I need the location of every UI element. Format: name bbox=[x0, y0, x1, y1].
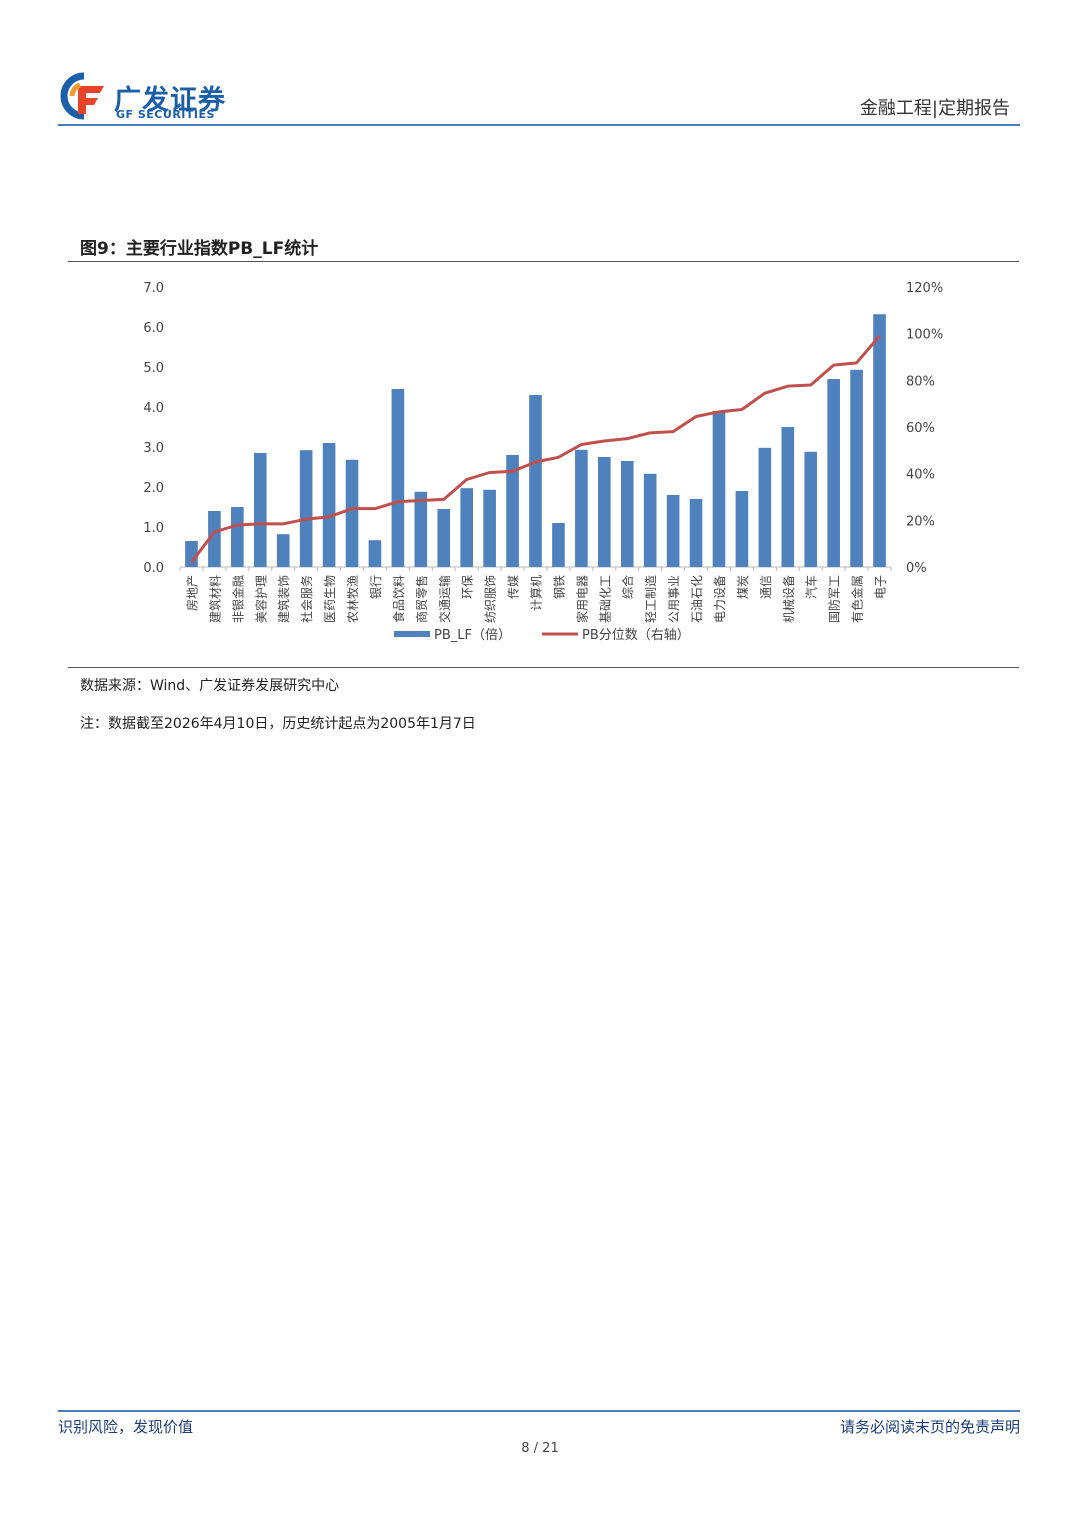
x-category-label: 家用电器 bbox=[574, 575, 589, 623]
x-category-label: 医药生物 bbox=[323, 575, 337, 623]
x-category-label: 建筑材料 bbox=[207, 575, 222, 623]
y-left-tick-label: 7.0 bbox=[143, 281, 164, 296]
pb-percentile-line bbox=[190, 335, 881, 564]
pb-chart: 0.0 1.0 2.0 3.0 4.0 5.0 6.0 7.0 0% 20% 40% 60% 80% 10… bbox=[143, 281, 943, 643]
pb-bar bbox=[804, 451, 818, 567]
logo-chinese-text: 广发证券 bbox=[114, 85, 226, 116]
x-category-label: 社会服务 bbox=[299, 575, 314, 623]
pb-bar bbox=[575, 449, 588, 567]
pb-bar bbox=[185, 541, 198, 567]
legend-bar-label: PB_LF（倍） bbox=[434, 628, 511, 643]
data-source: 数据来源：Wind、广发证券发展研究中心 bbox=[80, 678, 340, 694]
footer-divider bbox=[58, 1410, 1020, 1412]
pb-bar bbox=[414, 491, 428, 567]
pb-bar bbox=[689, 499, 703, 567]
footer-disclaimer: 请务必阅读末页的免责声明 bbox=[839, 1418, 1020, 1436]
pb-bar bbox=[460, 488, 474, 567]
x-category-label: 煤炭 bbox=[736, 575, 750, 599]
pb-bar bbox=[643, 473, 657, 567]
pb-bar bbox=[552, 523, 565, 567]
gf-securities-logo: 广发证券 GF SECURITIES bbox=[58, 72, 298, 126]
x-category-label: 轻工制造 bbox=[644, 575, 658, 623]
pb-bar bbox=[666, 495, 680, 567]
x-category-label: 商贸零售 bbox=[414, 575, 429, 623]
x-category-label: 有色金属 bbox=[850, 575, 865, 623]
x-category-label: 非银金融 bbox=[230, 575, 245, 623]
y-right-tick-label: 120% bbox=[906, 281, 943, 296]
figure-top-rule bbox=[68, 261, 1019, 262]
pb-bar bbox=[299, 450, 313, 567]
pb-bar bbox=[712, 411, 726, 567]
y-right-tick-label: 80% bbox=[906, 374, 935, 389]
figure-title: 图9：主要行业指数PB_LF统计 bbox=[80, 239, 319, 259]
pb-bar bbox=[437, 509, 451, 567]
x-category-label: 计算机 bbox=[529, 575, 544, 611]
document-type: 金融工程|定期报告 bbox=[859, 98, 1010, 119]
pb-bar bbox=[253, 453, 267, 567]
pb-bar bbox=[873, 314, 886, 567]
pb-bar bbox=[529, 395, 542, 567]
x-category-label: 食品饮料 bbox=[391, 575, 406, 623]
x-category-label: 汽车 bbox=[804, 575, 819, 599]
pb-bar bbox=[597, 457, 611, 567]
x-category-label: 纺织服饰 bbox=[484, 575, 498, 623]
pb-bar bbox=[345, 459, 359, 567]
x-category-label: 国防军工 bbox=[827, 575, 842, 623]
x-category-label: 美容护理 bbox=[253, 575, 268, 623]
x-category-label: 综合 bbox=[620, 575, 635, 599]
pb-bar bbox=[322, 443, 336, 567]
logo-english-text: GF SECURITIES bbox=[116, 108, 215, 121]
pb-bar bbox=[483, 489, 496, 567]
page-number: 8 / 21 bbox=[521, 1441, 559, 1456]
y-left-tick-label: 6.0 bbox=[143, 321, 164, 336]
pb-bar bbox=[850, 369, 863, 567]
y-left-tick-label: 5.0 bbox=[143, 361, 164, 376]
x-category-label: 农林牧渔 bbox=[346, 575, 360, 623]
x-category-label: 电力设备 bbox=[713, 575, 727, 623]
y-left-tick-label: 1.0 bbox=[143, 521, 164, 536]
x-category-label: 房地产 bbox=[184, 575, 199, 611]
y-right-tick-label: 20% bbox=[906, 514, 935, 529]
y-left-tick-label: 3.0 bbox=[143, 441, 164, 456]
pb-bar bbox=[276, 534, 290, 567]
x-category-label: 钢铁 bbox=[552, 575, 566, 599]
x-category-label: 建筑装饰 bbox=[276, 575, 291, 623]
pb-bar bbox=[208, 511, 221, 567]
pb-bar bbox=[506, 455, 519, 567]
y-left-tick-label: 0.0 bbox=[143, 561, 164, 576]
y-left-tick-label: 4.0 bbox=[143, 401, 164, 416]
pb-bar bbox=[758, 447, 772, 567]
y-right-tick-label: 0% bbox=[906, 561, 927, 576]
y-left-tick-label: 2.0 bbox=[143, 481, 164, 496]
data-note: 注：数据截至2026年4月10日，历史统计起点为2005年1月7日 bbox=[80, 716, 476, 732]
x-category-label: 公用事业 bbox=[667, 575, 681, 623]
pb-bar bbox=[827, 379, 840, 567]
footer-slogan: 识别风险，发现价值 bbox=[58, 1418, 194, 1436]
pb-bar bbox=[368, 540, 382, 567]
pb-bar bbox=[391, 389, 405, 567]
x-category-label: 机械设备 bbox=[781, 575, 796, 623]
pb-bar bbox=[231, 507, 244, 567]
page-header: 广发证券 GF SECURITIES 金融工程|定期报告 bbox=[58, 72, 1020, 126]
x-category-label: 环保 bbox=[461, 575, 475, 599]
figure-bottom-rule bbox=[68, 667, 1019, 668]
x-category-label: 基础化工 bbox=[598, 575, 612, 623]
y-right-tick-label: 100% bbox=[906, 328, 943, 343]
x-category-label: 通信 bbox=[759, 575, 773, 599]
x-category-label: 电子 bbox=[874, 575, 888, 599]
legend-line-label: PB分位数（右轴） bbox=[582, 628, 690, 643]
pb-bar bbox=[620, 461, 634, 567]
pb-bar bbox=[735, 491, 749, 567]
legend-bar-swatch bbox=[394, 631, 430, 637]
x-category-label: 交通运输 bbox=[437, 575, 452, 623]
pb-bar bbox=[781, 427, 795, 567]
x-category-label: 银行 bbox=[369, 575, 383, 599]
header-divider bbox=[58, 124, 1020, 126]
y-right-tick-label: 60% bbox=[906, 421, 935, 436]
x-category-label: 石油石化 bbox=[690, 575, 704, 623]
x-category-label: 传媒 bbox=[506, 575, 521, 599]
gf-logo-icon bbox=[60, 72, 104, 120]
y-right-tick-label: 40% bbox=[906, 468, 935, 483]
